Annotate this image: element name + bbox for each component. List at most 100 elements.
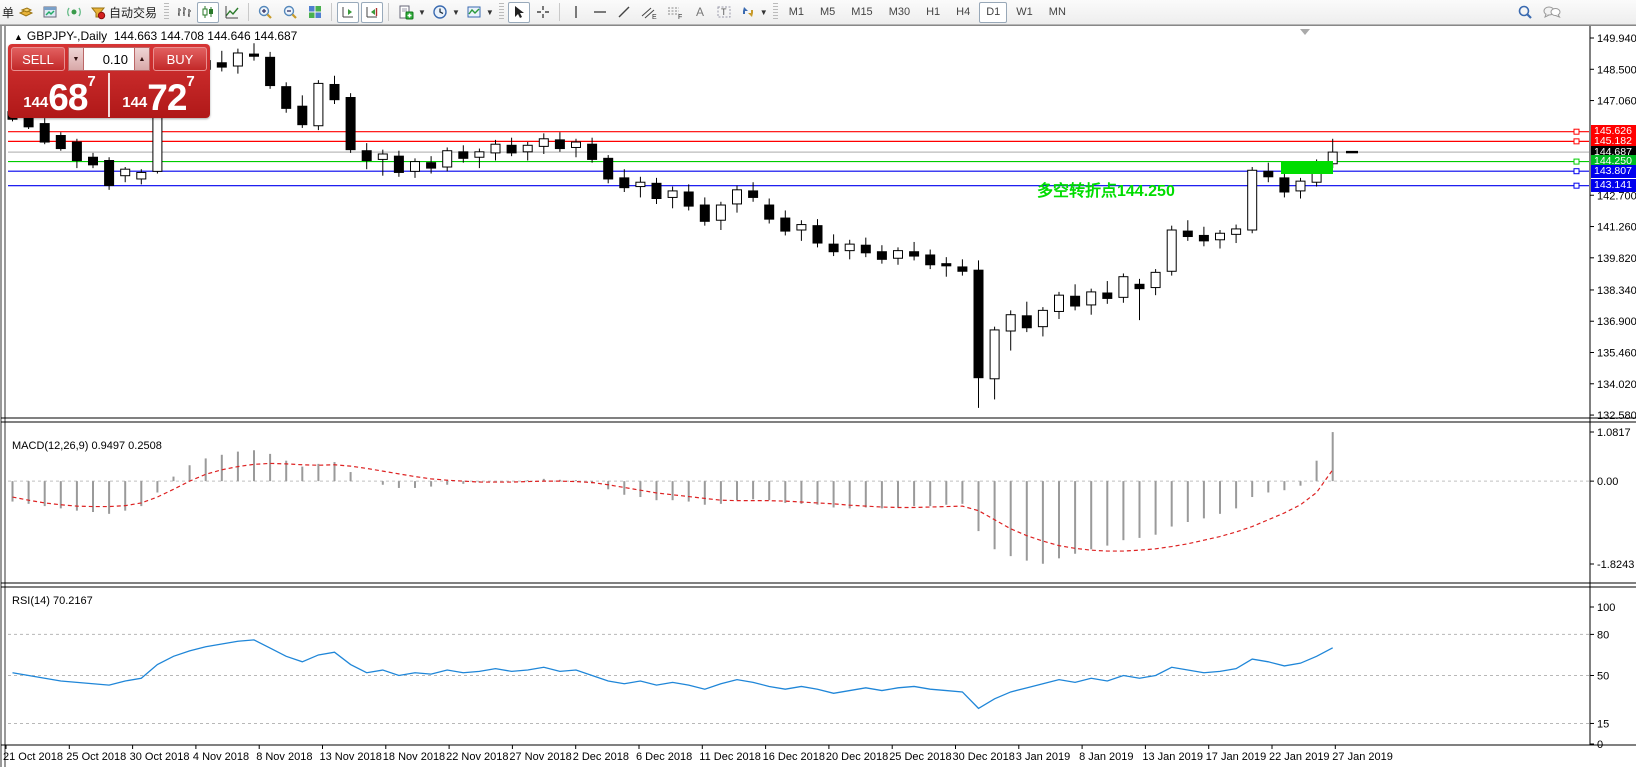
axis-tick-label: 138.340 — [1597, 285, 1636, 297]
tf-button-m5[interactable]: M5 — [820, 6, 836, 18]
text-label-icon[interactable]: T — [713, 2, 735, 23]
buy-button[interactable]: BUY — [153, 47, 207, 71]
candle-body — [989, 329, 1000, 380]
chat-icon[interactable] — [1539, 2, 1565, 23]
trendline-icon[interactable] — [613, 2, 635, 23]
bar-chart-icon[interactable] — [173, 2, 195, 23]
arrows-icon[interactable] — [737, 2, 759, 23]
period-dropdown-icon[interactable]: ▼ — [451, 7, 460, 17]
line-handle[interactable] — [1573, 168, 1580, 175]
candlestick-chart-icon[interactable] — [197, 1, 220, 23]
signals-icon[interactable] — [63, 2, 85, 23]
line-handle[interactable] — [1573, 128, 1580, 135]
terminal-window-icon[interactable] — [39, 2, 61, 23]
text-icon[interactable]: A — [689, 2, 711, 23]
zoom-out-icon[interactable] — [279, 2, 302, 23]
sell-button[interactable]: SELL — [11, 47, 65, 71]
line-handle[interactable] — [1573, 158, 1580, 165]
candle-body — [393, 155, 404, 173]
chart-ohlc-values: 144.663 144.708 144.646 144.687 — [113, 29, 298, 43]
toolbar-grip[interactable] — [498, 3, 504, 21]
axis-tick-label: 149.940 — [1597, 33, 1636, 45]
candle-body — [1150, 271, 1161, 289]
fibonacci-icon[interactable]: F — [663, 2, 687, 23]
sell-price[interactable]: 144 68 7 — [11, 73, 110, 117]
tile-windows-icon[interactable] — [304, 2, 326, 23]
autotrading-button[interactable]: 自动交易 — [87, 2, 160, 23]
new-order-icon[interactable] — [394, 2, 417, 23]
candle-body — [249, 53, 259, 57]
candle-body — [1134, 283, 1145, 290]
volume-input[interactable]: 0.10 — [84, 47, 134, 71]
equidistant-channel-icon[interactable]: E — [637, 2, 661, 23]
axis-tick-label: 134.020 — [1597, 379, 1636, 391]
buy-price[interactable]: 144 72 7 — [110, 73, 207, 117]
tf-button-m30[interactable]: M30 — [888, 6, 911, 18]
candle-body — [1166, 229, 1177, 272]
line-handle[interactable] — [1573, 182, 1580, 189]
panel-collapse-icon[interactable]: ▲ — [14, 32, 23, 42]
candle-body — [216, 62, 227, 68]
date-label: 27 Nov 2018 — [509, 751, 571, 763]
rsi-line — [12, 639, 1334, 710]
template-icon[interactable] — [463, 2, 485, 23]
axis-tick-label: 142.700 — [1597, 190, 1636, 202]
chart-shift-icon[interactable] — [361, 1, 384, 23]
horizontal-line-icon[interactable] — [589, 2, 611, 23]
candle-body — [1215, 232, 1225, 241]
price-tag-145.182: 145.182 — [1591, 134, 1636, 148]
candle-body — [571, 141, 581, 148]
date-label: 25 Dec 2018 — [889, 751, 951, 763]
green-highlight-box[interactable] — [1281, 161, 1333, 174]
new-order-label-clipped[interactable]: 单 — [2, 5, 15, 20]
cursor-icon[interactable] — [507, 1, 530, 23]
volume-increase-button[interactable]: ▲ — [134, 47, 150, 71]
candle-body — [796, 224, 807, 231]
macd-signal-line — [12, 462, 1334, 552]
sell-price-pip: 7 — [87, 73, 96, 90]
date-label: 11 Dec 2018 — [699, 751, 761, 763]
axis-tick-label: 132.580 — [1597, 410, 1636, 422]
tf-button-mn[interactable]: MN — [1048, 6, 1066, 18]
line-chart-icon[interactable] — [221, 2, 243, 23]
toolbar-grip[interactable] — [772, 3, 778, 21]
pivot-annotation[interactable]: 多空转折点144.250 — [1037, 183, 1175, 200]
date-label: 4 Nov 2018 — [193, 751, 249, 763]
line-handle[interactable] — [1573, 138, 1580, 145]
chart-window: 149.940 148.500 147.060 142.700 141.260 139.8… — [0, 25, 1636, 767]
tf-button-d1[interactable]: D1 — [979, 1, 1008, 23]
candle-body — [828, 243, 839, 253]
candle-body — [635, 181, 646, 188]
auto-scroll-icon[interactable] — [337, 1, 360, 23]
candle-body — [120, 168, 131, 177]
search-icon[interactable] — [1514, 2, 1537, 23]
axis-tick-label: 148.500 — [1597, 64, 1636, 76]
tf-button-h1[interactable]: H1 — [926, 6, 941, 18]
period-clock-icon[interactable] — [429, 2, 451, 23]
zoom-in-icon[interactable] — [254, 2, 277, 23]
chart-canvas[interactable]: 149.940 148.500 147.060 142.700 141.260 139.8… — [0, 25, 1636, 767]
arrows-dropdown-icon[interactable]: ▼ — [759, 7, 768, 17]
candle-body — [361, 150, 372, 162]
new-order-dropdown-icon[interactable]: ▼ — [418, 7, 426, 17]
toolbar-separator — [331, 3, 333, 21]
toolbar-grip[interactable] — [164, 3, 170, 21]
vertical-line-icon[interactable] — [565, 2, 587, 23]
date-label: 18 Nov 2018 — [383, 751, 445, 763]
candle-body — [104, 160, 115, 186]
tf-button-w1[interactable]: W1 — [1016, 6, 1033, 18]
chart-shift-marker[interactable] — [1300, 29, 1310, 35]
candle-body — [603, 157, 614, 180]
candle-body — [715, 204, 726, 221]
candle-body — [844, 243, 855, 252]
tf-button-h4[interactable]: H4 — [956, 6, 971, 18]
chart-background — [0, 25, 1636, 767]
candle-body — [1086, 291, 1097, 306]
tf-button-m1[interactable]: M1 — [788, 6, 804, 18]
tf-button-m15[interactable]: M15 — [851, 6, 873, 18]
candle-body — [329, 83, 340, 101]
template-dropdown-icon[interactable]: ▼ — [485, 7, 494, 17]
volume-decrease-button[interactable]: ▼ — [68, 47, 84, 71]
market-watch-icon[interactable] — [15, 2, 37, 23]
crosshair-icon[interactable] — [532, 2, 554, 23]
